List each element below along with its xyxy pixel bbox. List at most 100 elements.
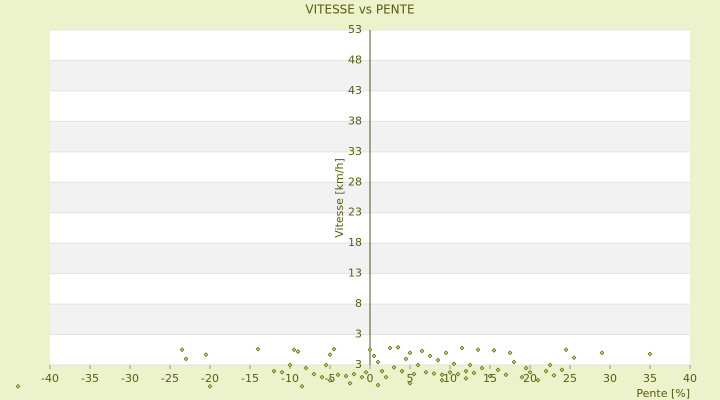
data-point xyxy=(271,368,277,374)
data-point xyxy=(371,353,377,359)
data-point xyxy=(459,345,465,351)
y-tick-label: 8 xyxy=(355,297,362,310)
y-tick-label: 28 xyxy=(348,175,362,188)
data-point xyxy=(255,346,261,352)
data-point xyxy=(543,368,549,374)
x-tick-label: 15 xyxy=(483,372,497,385)
data-point xyxy=(523,365,529,371)
data-point xyxy=(375,359,381,365)
data-point xyxy=(467,362,473,368)
data-point xyxy=(319,374,325,380)
data-point xyxy=(511,359,517,365)
data-point xyxy=(363,369,369,375)
data-point xyxy=(383,374,389,380)
y-tick-label: 3 xyxy=(355,358,362,371)
data-point xyxy=(599,350,605,356)
data-point xyxy=(447,369,453,375)
x-tick-label: 20 xyxy=(523,372,537,385)
data-point xyxy=(503,372,509,378)
data-point xyxy=(311,371,317,377)
data-point xyxy=(491,348,497,353)
data-point xyxy=(423,369,429,375)
y-tick-label: 3 xyxy=(355,328,362,341)
data-point xyxy=(535,377,541,383)
x-tick-label: 30 xyxy=(603,372,617,385)
x-axis-label: Pente [%] xyxy=(636,387,690,400)
data-point xyxy=(407,380,413,386)
data-point xyxy=(399,368,405,374)
data-point xyxy=(343,373,349,379)
data-point xyxy=(495,367,501,373)
data-point xyxy=(559,367,565,373)
x-tick-label: 0 xyxy=(367,372,374,385)
data-point xyxy=(519,374,525,380)
y-tick-label: 48 xyxy=(348,53,362,66)
data-point xyxy=(375,382,381,388)
y-tick-label: 33 xyxy=(348,145,362,158)
data-point xyxy=(287,362,293,368)
data-point xyxy=(203,352,209,358)
data-point xyxy=(279,369,285,375)
data-point xyxy=(395,344,401,350)
x-tick-label: 10 xyxy=(443,372,457,385)
data-point xyxy=(647,351,653,357)
x-tick-label: -40 xyxy=(41,372,59,385)
data-point xyxy=(475,347,481,353)
x-tick-label: 5 xyxy=(407,372,414,385)
x-tick-label: -30 xyxy=(121,372,139,385)
data-point xyxy=(387,345,393,351)
data-point xyxy=(179,347,185,353)
data-point xyxy=(391,365,397,370)
y-tick-label: 43 xyxy=(348,84,362,97)
data-point xyxy=(435,357,441,363)
data-point xyxy=(527,369,533,375)
y-tick-label: 23 xyxy=(348,206,362,219)
data-point xyxy=(471,370,477,376)
data-point xyxy=(479,365,485,371)
data-point xyxy=(439,372,445,378)
data-point xyxy=(463,376,469,381)
data-point xyxy=(303,365,309,371)
data-point xyxy=(439,377,445,383)
y-tick-label: 18 xyxy=(348,236,362,249)
data-point xyxy=(455,371,461,377)
data-point xyxy=(347,380,353,386)
data-point xyxy=(299,383,305,389)
data-point xyxy=(327,377,333,383)
chart-title: VITESSE vs PENTE xyxy=(305,3,414,17)
x-tick-label: -20 xyxy=(201,372,219,385)
data-point xyxy=(207,383,213,389)
data-point xyxy=(183,356,189,362)
y-tick-label: 13 xyxy=(348,267,362,280)
data-point xyxy=(323,362,329,368)
data-point xyxy=(291,347,297,353)
data-point xyxy=(547,362,553,368)
data-point xyxy=(463,368,469,374)
x-tick-label: -10 xyxy=(281,372,299,385)
data-point xyxy=(443,350,449,356)
data-point xyxy=(15,383,21,389)
y-axis-label: Vitesse [km/h] xyxy=(333,158,346,238)
x-tick-label: 25 xyxy=(563,372,577,385)
data-point xyxy=(419,348,425,354)
x-tick-label: 40 xyxy=(683,372,697,385)
data-point xyxy=(407,350,413,356)
data-point xyxy=(327,352,333,358)
data-point xyxy=(451,361,457,367)
data-point xyxy=(295,349,301,354)
x-tick-label: 35 xyxy=(643,372,657,385)
y-tick-label: 53 xyxy=(348,23,362,36)
data-point xyxy=(335,372,341,378)
data-point xyxy=(411,371,417,377)
data-point xyxy=(415,362,421,368)
data-point xyxy=(359,374,365,380)
data-point xyxy=(571,355,577,361)
data-point xyxy=(563,347,569,353)
data-point xyxy=(427,353,433,359)
data-point xyxy=(351,371,357,377)
x-tick-label: -35 xyxy=(81,372,99,385)
data-point xyxy=(331,346,337,352)
x-tick-label: -25 xyxy=(161,372,179,385)
